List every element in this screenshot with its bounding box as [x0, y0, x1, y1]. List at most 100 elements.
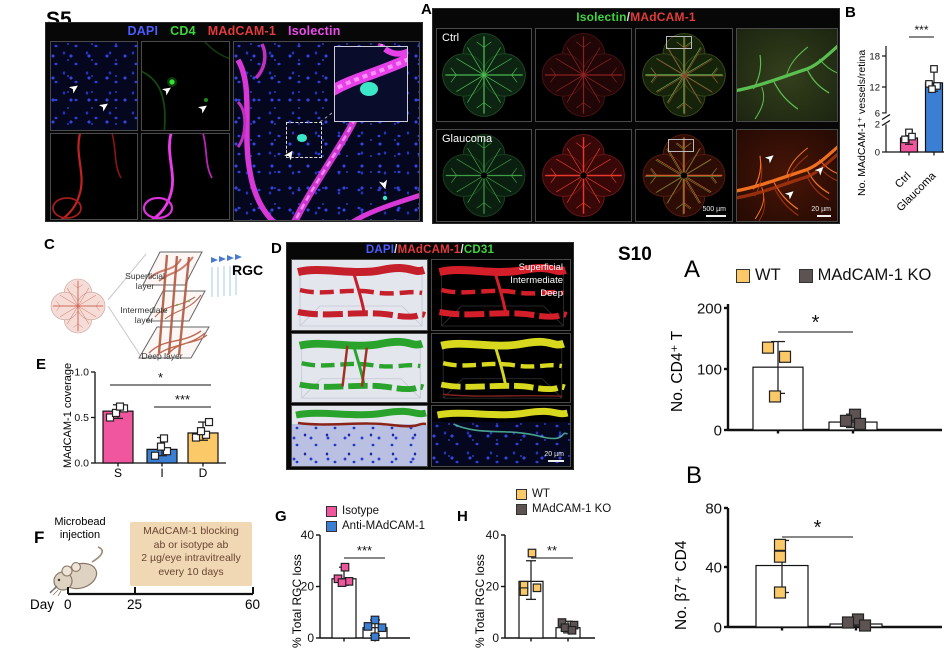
data-point — [773, 550, 787, 563]
layer-label-deep: Deep layer — [141, 351, 183, 361]
data-point — [768, 390, 782, 403]
data-point — [337, 578, 347, 587]
channel-dapi: DAPI — [127, 24, 159, 38]
data-point — [191, 433, 201, 442]
microbead-injection-label: Microbead injection — [54, 516, 106, 542]
y-tick-label: 40 — [486, 528, 500, 542]
retina-flower-merged — [642, 134, 726, 217]
zoom-region-box — [666, 36, 692, 49]
s5-cd4-image: ➤ ➤ — [141, 41, 230, 131]
header-separator: / — [460, 244, 464, 256]
render-art — [292, 260, 428, 327]
retina-ctrl-merged — [635, 28, 733, 122]
data-point — [908, 132, 916, 141]
timeline-day-25: 25 — [127, 597, 143, 612]
data-point — [196, 427, 206, 436]
legend-swatch — [516, 503, 527, 515]
data-point — [363, 622, 373, 631]
chart-s10a-ylabel: No. CD4⁺ T — [669, 330, 686, 412]
render-merged-black — [431, 333, 571, 403]
chart-panel-e: 0.00.51.0 **** — [74, 367, 226, 470]
vessel-branches-green — [737, 43, 837, 121]
chart-e-xlabel-s: S — [113, 466, 122, 480]
render-madcam-black — [431, 259, 571, 331]
depth-label-deep: Deep — [540, 288, 563, 299]
legend-item-wt: WT — [736, 266, 781, 285]
chart-e-xlabel-i: I — [160, 466, 164, 480]
zoom-region-box — [286, 122, 322, 158]
sig-label: * — [158, 370, 163, 385]
panel-label-a: A — [421, 1, 432, 18]
panel-label-b: B — [845, 4, 856, 21]
arrow-icon: ➤ — [65, 79, 83, 97]
legend-swatch — [516, 488, 527, 500]
red-vessels-art — [52, 134, 122, 219]
timeline-day-0: 0 — [64, 597, 72, 612]
legend-swatch — [326, 520, 337, 532]
data-point — [159, 434, 169, 443]
data-point — [527, 548, 537, 558]
axis-break — [881, 113, 891, 121]
s5-channel-header: DAPI CD4 MAdCAM-1 Isolectin — [46, 24, 422, 38]
y-tick-label: 0 — [714, 619, 722, 636]
data-point — [370, 632, 380, 642]
retina-glaucoma-merged: 500 µm — [635, 129, 733, 222]
layer-label-superficial: Superficial layer — [125, 271, 165, 291]
zoom-region-box — [668, 139, 694, 152]
data-point — [858, 619, 872, 632]
channel-dapi: DAPI — [365, 244, 395, 256]
legend-label: Isotype — [342, 505, 380, 517]
legend-item-madcam-ko: MAdCAM-1 KO — [798, 266, 931, 285]
y-tick-label: 40 — [301, 528, 315, 542]
axis-break-mask — [881, 113, 891, 125]
header-separator: / — [626, 10, 631, 24]
bar — [331, 578, 357, 639]
arrow-icon: ➤ — [95, 97, 113, 115]
y-tick-label: 0.0 — [74, 458, 89, 470]
data-point — [841, 616, 855, 629]
bar — [924, 82, 944, 153]
sig-label: * — [812, 312, 820, 334]
data-point — [162, 447, 172, 456]
render-art — [295, 407, 427, 428]
depth-label-intermediate: Intermediate — [510, 275, 563, 286]
channel-isolectin: Isolectin — [288, 24, 341, 38]
scalebar-500um: 500 µm — [703, 206, 726, 217]
retina-flower-red — [541, 33, 626, 117]
data-point — [340, 562, 350, 572]
row-label-glaucoma: Glaucoma — [442, 133, 493, 145]
render-art — [292, 334, 428, 399]
axis-break — [881, 119, 891, 127]
s5-inset-image — [334, 46, 408, 122]
vessel-zoom-glaucoma: ➤ ➤ ➤ 20 µm — [736, 129, 838, 222]
mouse-icon — [49, 546, 104, 596]
legend-swatch — [798, 268, 813, 283]
row-label-ctrl: Ctrl — [442, 32, 460, 44]
channel-cd4: CD4 — [170, 24, 196, 38]
panel-d-header: DAPI/MAdCAM-1/CD31 — [287, 244, 573, 256]
panel-d-3d-renders: DAPI/MAdCAM-1/CD31 Superficial Intermedi… — [286, 242, 574, 470]
render-madcam-white — [291, 259, 428, 331]
render-art — [432, 334, 571, 399]
chart-panel-b: 0 26 12 18 *** — [869, 23, 944, 158]
data-point — [853, 417, 867, 431]
y-tick-label: 0 — [307, 631, 314, 645]
timeline-day-label: Day — [30, 597, 55, 612]
sig-label: * — [814, 517, 822, 539]
retina-layers-diagram — [138, 251, 242, 359]
panel-a-header: Isolectin/MAdCAM-1 — [433, 10, 839, 24]
chart-s10b-ylabel: No. β7⁺ CD4 — [673, 540, 690, 630]
panel-label-e: E — [36, 356, 47, 373]
data-point — [567, 625, 577, 635]
scalebar-20um: 20 µm — [544, 451, 564, 462]
legend-item-isotype: Isotype — [326, 505, 425, 517]
y-tick-label: 0.5 — [74, 412, 89, 424]
s5-microscopy-panel: DAPI CD4 MAdCAM-1 Isolectin ➤ ➤ ➤ ➤ — [45, 22, 423, 222]
data-point — [377, 623, 387, 633]
channel-madcam: MAdCAM-1 — [207, 24, 277, 38]
y-tick-label: 2 — [875, 119, 880, 130]
channel-isolectin: Isolectin — [576, 10, 627, 24]
vessel-zoom-ctrl — [736, 28, 838, 122]
timeline-day-60: 60 — [245, 597, 261, 612]
